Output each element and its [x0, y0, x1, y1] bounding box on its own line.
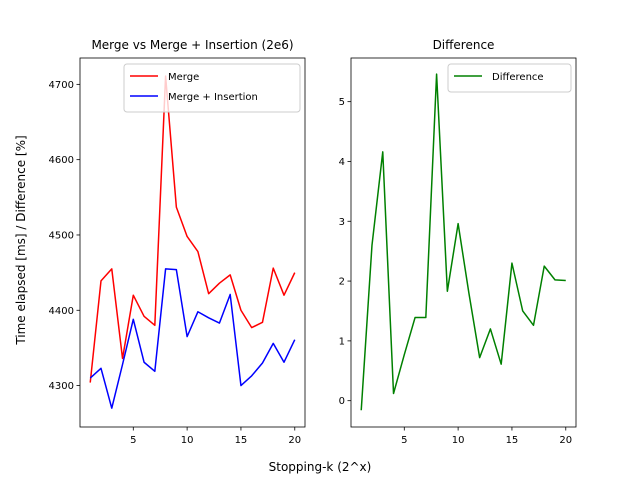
legend: Merge Merge + Insertion [123, 63, 301, 113]
x-tick-label: 10 [181, 435, 194, 446]
plot-area-frame [350, 57, 577, 428]
plot-area-frame [79, 57, 306, 428]
x-tick-label: 15 [506, 435, 519, 446]
x-tick-label: 5 [130, 435, 136, 446]
y-tick-label: 3 [339, 217, 345, 228]
y-tick-label: 4300 [49, 381, 74, 392]
x-tick-label: 20 [559, 435, 572, 446]
y-tick-label: 4700 [49, 80, 74, 91]
series-line-merge-insertion [89, 268, 296, 409]
legend-entry: Difference [492, 72, 544, 83]
y-tick-label: 4600 [49, 155, 74, 166]
legend-entry: Merge + Insertion [168, 92, 258, 103]
series-line-difference [360, 73, 566, 411]
legend-entry: Merge [168, 72, 199, 83]
legend: Difference [447, 63, 572, 93]
series-line-merge [89, 75, 296, 383]
shared-x-axis-label: Stopping-k (2^x) [269, 460, 372, 474]
x-tick-label: 5 [401, 435, 407, 446]
chart-panel-2: Difference 5 10 15 20 0 1 2 3 4 5 Difference [339, 38, 577, 446]
y-tick-label: 5 [339, 97, 345, 108]
x-tick-label: 20 [288, 435, 301, 446]
shared-y-axis-label: Time elapsed [ms] / Difference [%] [14, 135, 28, 345]
y-tick-label: 4 [339, 157, 345, 168]
y-tick-label: 0 [339, 396, 345, 407]
chart-title: Merge vs Merge + Insertion (2e6) [91, 38, 293, 52]
y-tick-label: 4500 [49, 230, 74, 241]
y-tick-label: 4400 [49, 306, 74, 317]
x-tick-label: 10 [452, 435, 465, 446]
chart-title: Difference [433, 38, 495, 52]
y-tick-label: 1 [339, 336, 345, 347]
chart-panel-1: Merge vs Merge + Insertion (2e6) 5 10 15 20 4… [49, 38, 306, 446]
legend-box [123, 63, 301, 113]
x-tick-label: 15 [235, 435, 248, 446]
legend-box [447, 63, 572, 93]
y-tick-label: 2 [339, 277, 345, 288]
